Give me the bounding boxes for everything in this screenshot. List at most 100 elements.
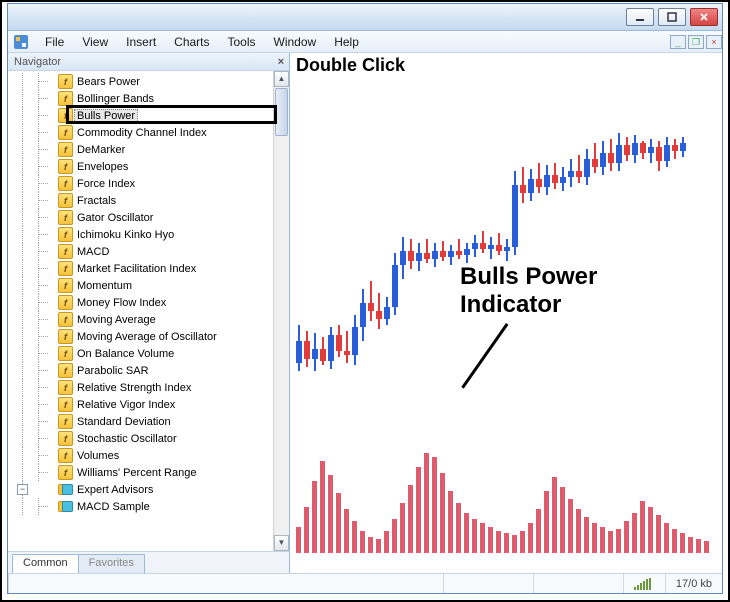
indicator-item[interactable]: f Force Index: [14, 175, 273, 192]
menu-view[interactable]: View: [73, 33, 117, 51]
indicator-item[interactable]: f Gator Oscillator: [14, 209, 273, 226]
navigator-close-button[interactable]: ×: [273, 56, 289, 68]
chart-area[interactable]: Double Click Bulls Power Indicator: [290, 53, 722, 573]
indicator-label: Parabolic SAR: [77, 365, 149, 377]
navigator-title: Navigator: [14, 56, 61, 68]
menu-window[interactable]: Window: [265, 33, 326, 51]
indicator-icon: f: [58, 244, 73, 259]
indicator-item[interactable]: f Volumes: [14, 447, 273, 464]
indicator-item[interactable]: fIchimoku Kinko Hyo: [14, 226, 273, 243]
status-traffic: 17/0 kb: [665, 574, 722, 593]
indicator-icon: f: [58, 74, 73, 89]
mdi-minimize-button[interactable]: _: [670, 35, 686, 49]
indicator-item[interactable]: f Money Flow Index: [14, 294, 273, 311]
indicator-label: Fractals: [77, 195, 116, 207]
indicator-label: Moving Average of Oscillator: [77, 331, 217, 343]
indicator-item[interactable]: f Moving Average: [14, 311, 273, 328]
indicator-label: Williams' Percent Range: [77, 467, 196, 479]
indicator-label: Gator Oscillator: [77, 212, 153, 224]
titlebar: [8, 4, 722, 31]
indicator-label: Bears Power: [77, 76, 140, 88]
tab-favorites[interactable]: Favorites: [78, 554, 145, 574]
indicator-item[interactable]: fMomentum: [14, 277, 273, 294]
mt4-window: FileViewInsertChartsToolsWindowHelp _ ❐ …: [7, 3, 723, 594]
indicator-icon: f: [58, 448, 73, 463]
indicator-label: Force Index: [77, 178, 135, 190]
indicator-icon: f: [58, 397, 73, 412]
indicator-item[interactable]: f MACD: [14, 243, 273, 260]
indicator-item[interactable]: f Commodity Channel Index: [14, 124, 273, 141]
indicator-label: Bollinger Bands: [77, 93, 154, 105]
indicator-item[interactable]: fEnvelopes: [14, 158, 273, 175]
indicator-icon: f: [58, 295, 73, 310]
annotation-line1: Bulls Power: [460, 263, 597, 290]
indicator-icon: f: [58, 329, 73, 344]
indicator-label: DeMarker: [77, 144, 125, 156]
scroll-down-button[interactable]: ▼: [274, 535, 289, 551]
indicator-label: Bulls Power: [74, 109, 138, 123]
indicator-item[interactable]: fStochastic Oscillator: [14, 430, 273, 447]
navigator-tree: fBears PowerfBollinger BandsfBulls Power…: [8, 71, 273, 551]
menu-insert[interactable]: Insert: [117, 33, 165, 51]
indicator-item[interactable]: fMarket Facilitation Index: [14, 260, 273, 277]
bulls-power-indicator: [290, 393, 722, 553]
indicator-icon: f: [58, 193, 73, 208]
indicator-icon: f: [58, 142, 73, 157]
indicator-item[interactable]: fRelative Strength Index: [14, 379, 273, 396]
menu-tools[interactable]: Tools: [219, 33, 265, 51]
menu-charts[interactable]: Charts: [165, 33, 218, 51]
expert-advisors-node[interactable]: −Expert Advisors: [14, 481, 273, 498]
indicator-label: On Balance Volume: [77, 348, 174, 360]
menu-help[interactable]: Help: [325, 33, 368, 51]
expert-label: MACD Sample: [77, 501, 150, 513]
indicator-label: Commodity Channel Index: [77, 127, 207, 139]
expert-item[interactable]: MACD Sample: [14, 498, 273, 515]
indicator-label: Moving Average: [77, 314, 156, 326]
indicator-icon: f: [58, 108, 73, 123]
indicator-item[interactable]: fStandard Deviation: [14, 413, 273, 430]
indicator-label: MACD: [77, 246, 109, 258]
maximize-button[interactable]: [658, 8, 686, 26]
indicator-icon: f: [58, 176, 73, 191]
indicator-item[interactable]: fBulls Power: [14, 107, 273, 124]
mdi-close-button[interactable]: ×: [706, 35, 722, 49]
tab-common[interactable]: Common: [12, 554, 79, 574]
expert-advisors-label: Expert Advisors: [77, 484, 153, 496]
menubar: FileViewInsertChartsToolsWindowHelp _ ❐ …: [8, 31, 722, 53]
indicator-item[interactable]: f Fractals: [14, 192, 273, 209]
indicator-label: Volumes: [77, 450, 119, 462]
menu-file[interactable]: File: [36, 33, 73, 51]
indicator-icon: f: [58, 125, 73, 140]
statusbar: 17/0 kb: [8, 573, 722, 593]
expert-icon: [58, 499, 73, 514]
indicator-icon: f: [58, 380, 73, 395]
indicator-label: Stochastic Oscillator: [77, 433, 177, 445]
indicator-item[interactable]: f Williams' Percent Range: [14, 464, 273, 481]
indicator-label: Ichimoku Kinko Hyo: [77, 229, 174, 241]
indicator-label: Money Flow Index: [77, 297, 166, 309]
minimize-button[interactable]: [626, 8, 654, 26]
indicator-icon: f: [58, 91, 73, 106]
indicator-item[interactable]: fRelative Vigor Index: [14, 396, 273, 413]
mdi-restore-button[interactable]: ❐: [688, 35, 704, 49]
indicator-item[interactable]: f DeMarker: [14, 141, 273, 158]
scroll-thumb[interactable]: [275, 88, 288, 136]
indicator-item[interactable]: f Bears Power: [14, 73, 273, 90]
indicator-item[interactable]: f Parabolic SAR: [14, 362, 273, 379]
indicator-icon: f: [58, 465, 73, 480]
app-icon: [12, 33, 30, 51]
indicator-item[interactable]: f Bollinger Bands: [14, 90, 273, 107]
status-connection: [623, 574, 665, 593]
indicator-label: Momentum: [77, 280, 132, 292]
navigator-scrollbar[interactable]: ▲ ▼: [273, 71, 289, 551]
indicator-icon: f: [58, 210, 73, 225]
indicator-item[interactable]: f On Balance Volume: [14, 345, 273, 362]
indicator-item[interactable]: f Moving Average of Oscillator: [14, 328, 273, 345]
indicator-icon: f: [58, 159, 73, 174]
indicator-icon: f: [58, 312, 73, 327]
indicator-icon: f: [58, 346, 73, 361]
annotation-indicator-label: Bulls Power Indicator: [460, 263, 597, 318]
scroll-up-button[interactable]: ▲: [274, 71, 289, 87]
close-button[interactable]: [690, 8, 718, 26]
indicator-icon: f: [58, 363, 73, 378]
